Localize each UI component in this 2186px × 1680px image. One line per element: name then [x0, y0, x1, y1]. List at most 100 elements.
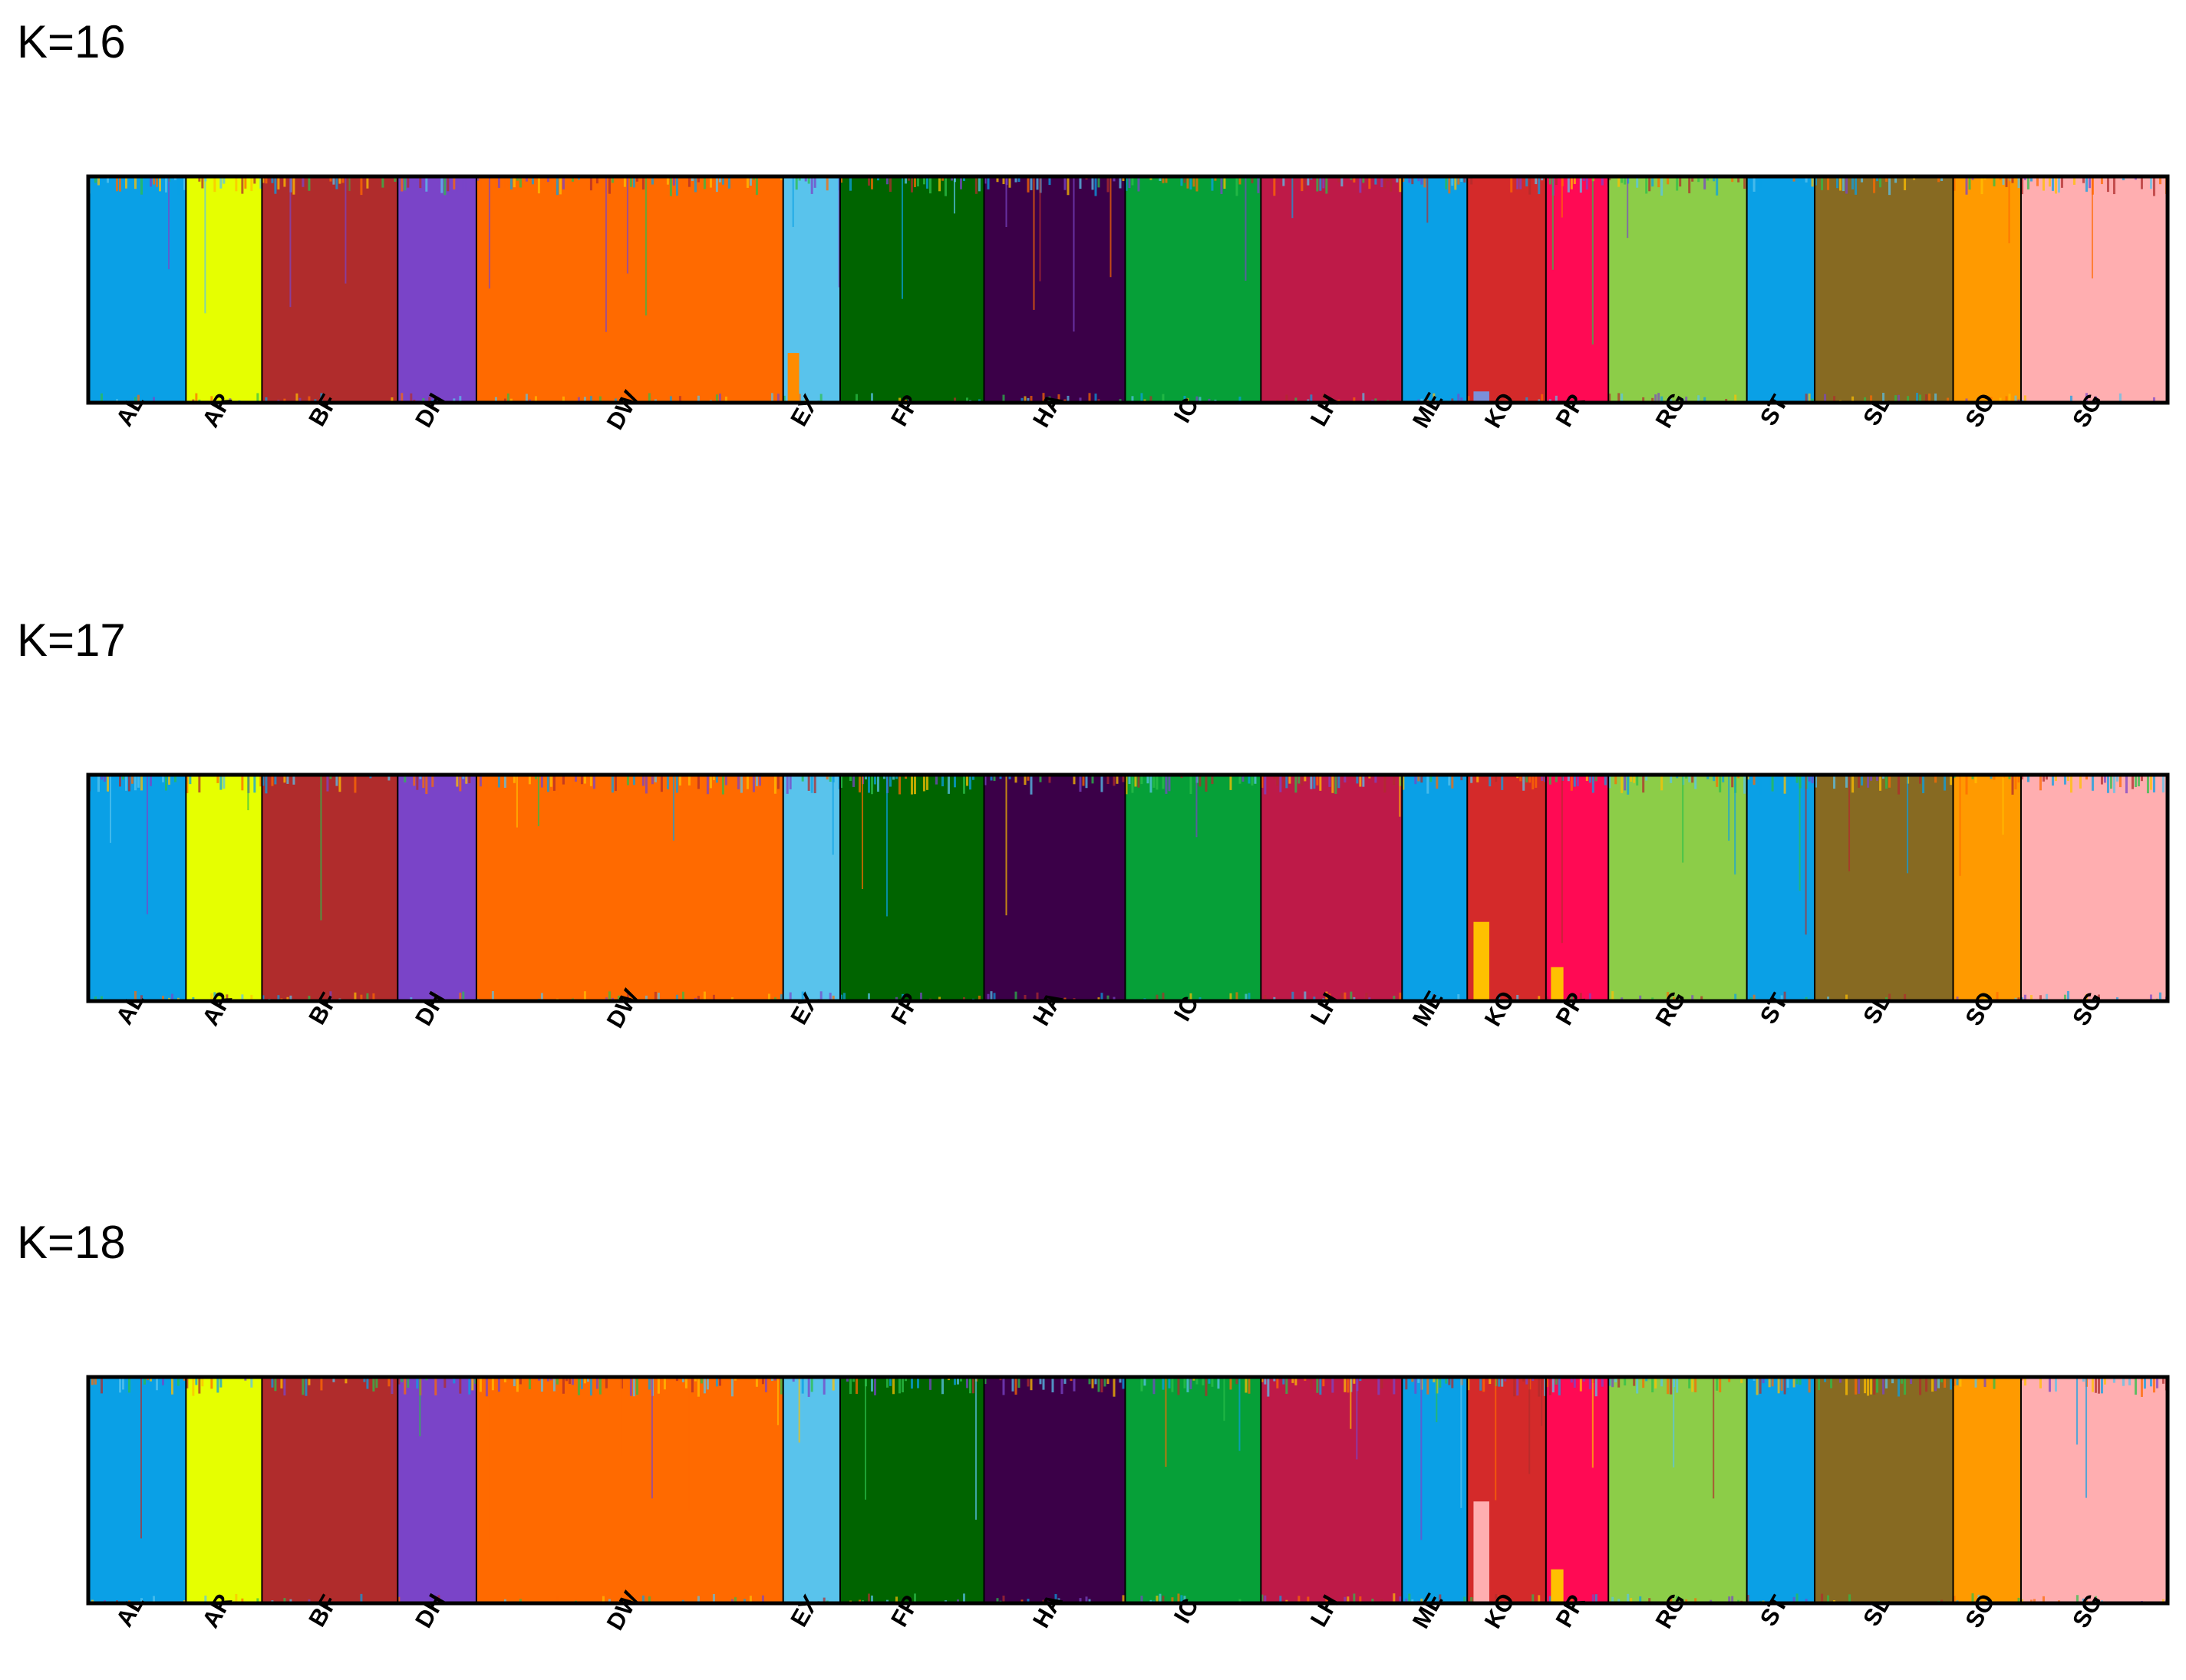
admixture-fringe-so [1953, 775, 2020, 1001]
population-bar-ar [186, 1377, 262, 1603]
population-bar-me [1402, 775, 1468, 1001]
population-bar-rg [1608, 176, 1747, 403]
population-bar-st [1746, 1377, 1815, 1603]
panel-title: K=16 [17, 16, 126, 68]
admixture-fringe-lh [1261, 1377, 1402, 1603]
admixture-fringe-bf [262, 176, 397, 403]
plot-frame [86, 772, 2170, 1003]
admixture-fringe-so [1953, 1377, 2020, 1603]
admixture-fringe-me [1405, 1377, 1466, 1603]
population-bar-ko [1467, 176, 1546, 403]
admixture-fringe-dw [479, 1377, 783, 1603]
admixture-fringe-ko [1470, 775, 1547, 1001]
admixture-fringe-sg [2020, 775, 2168, 1001]
population-bar-dh [397, 1377, 476, 1603]
admixture-band-pr [1551, 967, 1564, 1001]
population-bar-pr [1545, 1377, 1609, 1603]
panel-title: K=18 [17, 1217, 126, 1268]
population-bar-sl [1815, 176, 1954, 403]
population-bar-dh [397, 176, 476, 403]
admixture-fringe-dh [401, 176, 468, 403]
population-bar-al [88, 176, 186, 403]
panel-title: K=17 [17, 614, 126, 666]
population-bar-ic [1125, 1377, 1261, 1603]
admixture-fringe-sl [1815, 176, 1950, 403]
population-bar-sg [2020, 1377, 2168, 1603]
population-bar-ha [984, 1377, 1126, 1603]
population-bar-sl [1815, 775, 1954, 1001]
population-bar-fr [839, 1377, 984, 1603]
population-bar-st [1746, 775, 1815, 1001]
population-bar-sg [2020, 176, 2168, 403]
admixture-fringe-ex [786, 775, 841, 1001]
admixture-fringe-ha [984, 775, 1125, 1001]
population-bar-fr [839, 775, 984, 1001]
population-bar-me [1402, 176, 1468, 403]
population-bar-st [1746, 176, 1815, 403]
admixture-fringe-al [88, 176, 186, 403]
admixture-fringe-ic [1125, 775, 1257, 1001]
population-bar-bf [262, 176, 398, 403]
population-bar-pr [1545, 775, 1609, 1001]
admixture-fringe-fr [839, 775, 981, 1001]
population-bar-ha [984, 775, 1126, 1001]
admixture-fringe-bf [262, 775, 394, 1001]
admixture-fringe-dw [476, 775, 783, 1001]
population-bar-dh [397, 775, 476, 1001]
population-bar-so [1953, 176, 2021, 403]
admixture-fringe-ar [186, 1377, 259, 1603]
admixture-fringe-sl [1815, 775, 1953, 1001]
population-bar-dw [476, 176, 783, 403]
admixture-fringe-fr [839, 176, 981, 403]
admixture-band-ko [1473, 921, 1489, 1001]
admixture-fringe-al [91, 1377, 186, 1603]
admixture-fringe-ko [1467, 176, 1544, 403]
population-bar-bf [262, 775, 398, 1001]
population-bar-bf [262, 1377, 398, 1603]
population-bar-so [1953, 1377, 2021, 1603]
plot-frame [86, 1375, 2170, 1606]
population-bar-ic [1125, 775, 1261, 1001]
admixture-fringe-ex [783, 176, 841, 403]
admixture-band-ko [1473, 391, 1489, 403]
admixture-band-ex [787, 353, 800, 403]
population-bar-dw [476, 1377, 783, 1603]
plot-frame [86, 174, 2170, 405]
admixture-fringe-pr [1548, 176, 1610, 403]
population-bar-ar [186, 176, 262, 403]
population-bar-ex [783, 1377, 840, 1603]
population-bar-al [88, 775, 186, 1001]
population-bar-me [1402, 1377, 1468, 1603]
admixture-fringe-pr [1545, 775, 1610, 1001]
population-bar-rg [1608, 1377, 1747, 1603]
admixture-fringe-ko [1467, 1377, 1547, 1603]
population-bar-lh [1261, 775, 1403, 1001]
admixture-fringe-ar [186, 775, 262, 1001]
admixture-fringe-lh [1261, 775, 1402, 1001]
admixture-fringe-al [88, 775, 180, 1001]
admixture-fringe-st [1746, 775, 1814, 1001]
population-bar-ar [186, 775, 262, 1001]
admixture-fringe-rg [1608, 176, 1746, 403]
population-bar-ha [984, 176, 1126, 403]
admixture-band-pr [1551, 1569, 1564, 1603]
population-bar-al [88, 1377, 186, 1603]
admixture-fringe-dh [397, 1377, 477, 1603]
population-bar-lh [1261, 176, 1403, 403]
admixture-fringe-st [1746, 176, 1814, 403]
population-bar-fr [839, 176, 984, 403]
population-bar-so [1953, 775, 2021, 1001]
population-bar-rg [1608, 775, 1747, 1001]
population-bar-dw [476, 775, 783, 1001]
population-bar-ex [783, 775, 840, 1001]
population-bar-pr [1545, 176, 1609, 403]
admixture-fringe-ex [783, 1377, 835, 1603]
admixture-fringe-dh [401, 775, 471, 1001]
population-bar-sg [2020, 775, 2168, 1001]
admixture-fringe-sl [1818, 1377, 1953, 1603]
admixture-fringe-lh [1273, 176, 1402, 403]
